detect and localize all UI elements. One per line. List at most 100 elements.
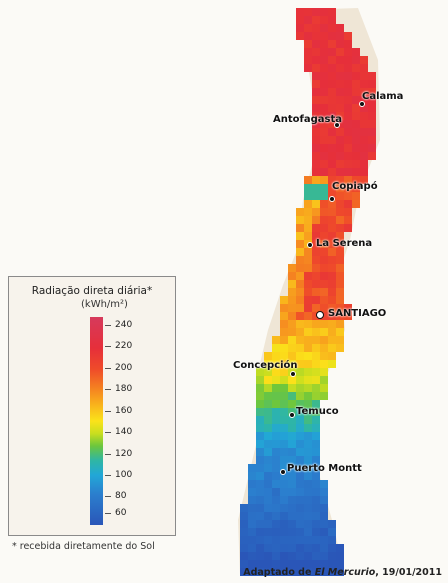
- radiation-cell: [256, 472, 264, 480]
- radiation-cell: [288, 312, 296, 320]
- radiation-cell: [320, 224, 328, 232]
- radiation-cell: [288, 384, 296, 392]
- radiation-cell: [312, 104, 320, 112]
- radiation-cell: [280, 512, 288, 520]
- radiation-cell: [328, 208, 336, 216]
- radiation-cell: [320, 176, 328, 184]
- radiation-cell: [296, 264, 304, 272]
- radiation-cell: [336, 208, 344, 216]
- radiation-cell: [272, 552, 280, 560]
- radiation-cell: [328, 336, 336, 344]
- city-label-puerto-montt: Puerto Montt: [287, 463, 362, 474]
- radiation-cell: [256, 400, 264, 408]
- radiation-cell: [264, 432, 272, 440]
- radiation-cell: [344, 184, 352, 192]
- radiation-cell: [312, 520, 320, 528]
- radiation-cell: [328, 40, 336, 48]
- radiation-cell: [296, 352, 304, 360]
- radiation-cell: [328, 320, 336, 328]
- radiation-cell: [272, 520, 280, 528]
- radiation-cell: [328, 72, 336, 80]
- radiation-cell: [280, 304, 288, 312]
- radiation-cell: [304, 200, 312, 208]
- legend-tick-140: 140: [115, 427, 133, 437]
- radiation-cell: [336, 144, 344, 152]
- legend-tickmark: [105, 389, 111, 390]
- radiation-cell: [240, 528, 248, 536]
- radiation-cell: [248, 560, 256, 568]
- radiation-cell: [296, 296, 304, 304]
- radiation-cell: [312, 136, 320, 144]
- radiation-cell: [368, 88, 376, 96]
- radiation-cell: [320, 568, 328, 576]
- radiation-cell: [304, 24, 312, 32]
- city-label-copiapo: Copiapó: [332, 181, 378, 192]
- radiation-cell: [360, 56, 368, 64]
- radiation-cell: [360, 104, 368, 112]
- radiation-cell: [248, 512, 256, 520]
- radiation-cell: [328, 520, 336, 528]
- radiation-cell: [328, 560, 336, 568]
- radiation-cell: [336, 136, 344, 144]
- radiation-cell: [304, 392, 312, 400]
- radiation-cell: [320, 200, 328, 208]
- radiation-cell: [344, 208, 352, 216]
- radiation-cell: [336, 568, 344, 576]
- radiation-cell: [344, 128, 352, 136]
- radiation-cell: [304, 40, 312, 48]
- radiation-cell: [336, 336, 344, 344]
- radiation-cell: [240, 544, 248, 552]
- radiation-cell: [264, 352, 272, 360]
- radiation-cell: [344, 40, 352, 48]
- radiation-cell: [312, 72, 320, 80]
- radiation-cell: [296, 456, 304, 464]
- radiation-cell: [288, 328, 296, 336]
- radiation-cell: [288, 512, 296, 520]
- radiation-cell: [304, 360, 312, 368]
- radiation-cell: [320, 160, 328, 168]
- radiation-cell: [304, 408, 312, 416]
- radiation-cell: [296, 208, 304, 216]
- radiation-cell: [304, 496, 312, 504]
- radiation-cell: [312, 352, 320, 360]
- radiation-cell: [280, 464, 288, 472]
- radiation-cell: [328, 16, 336, 24]
- radiation-cell: [336, 272, 344, 280]
- radiation-cell: [328, 152, 336, 160]
- radiation-cell: [296, 224, 304, 232]
- radiation-cell: [256, 456, 264, 464]
- radiation-cell: [272, 336, 280, 344]
- radiation-cell: [296, 408, 304, 416]
- radiation-cell: [320, 352, 328, 360]
- radiation-cell: [344, 56, 352, 64]
- radiation-cell: [296, 232, 304, 240]
- radiation-cell: [288, 472, 296, 480]
- radiation-cell: [296, 544, 304, 552]
- radiation-cell: [312, 232, 320, 240]
- radiation-cell: [312, 336, 320, 344]
- radiation-cell: [352, 200, 360, 208]
- radiation-cell: [320, 392, 328, 400]
- radiation-cell: [352, 64, 360, 72]
- legend-title: Radiação direta diária*: [31, 285, 153, 297]
- radiation-cell: [288, 528, 296, 536]
- radiation-cell: [328, 328, 336, 336]
- radiation-cell: [248, 552, 256, 560]
- radiation-cell: [272, 424, 280, 432]
- radiation-cell: [304, 328, 312, 336]
- radiation-cell: [304, 232, 312, 240]
- radiation-cell: [272, 464, 280, 472]
- radiation-cell: [272, 400, 280, 408]
- radiation-cell: [344, 136, 352, 144]
- radiation-cell: [248, 464, 256, 472]
- radiation-cell: [320, 488, 328, 496]
- radiation-cell: [344, 144, 352, 152]
- radiation-cell: [248, 488, 256, 496]
- radiation-cell: [296, 464, 304, 472]
- radiation-cell: [280, 360, 288, 368]
- radiation-cell: [320, 24, 328, 32]
- radiation-cell: [280, 296, 288, 304]
- radiation-cell: [320, 208, 328, 216]
- radiation-cell: [312, 216, 320, 224]
